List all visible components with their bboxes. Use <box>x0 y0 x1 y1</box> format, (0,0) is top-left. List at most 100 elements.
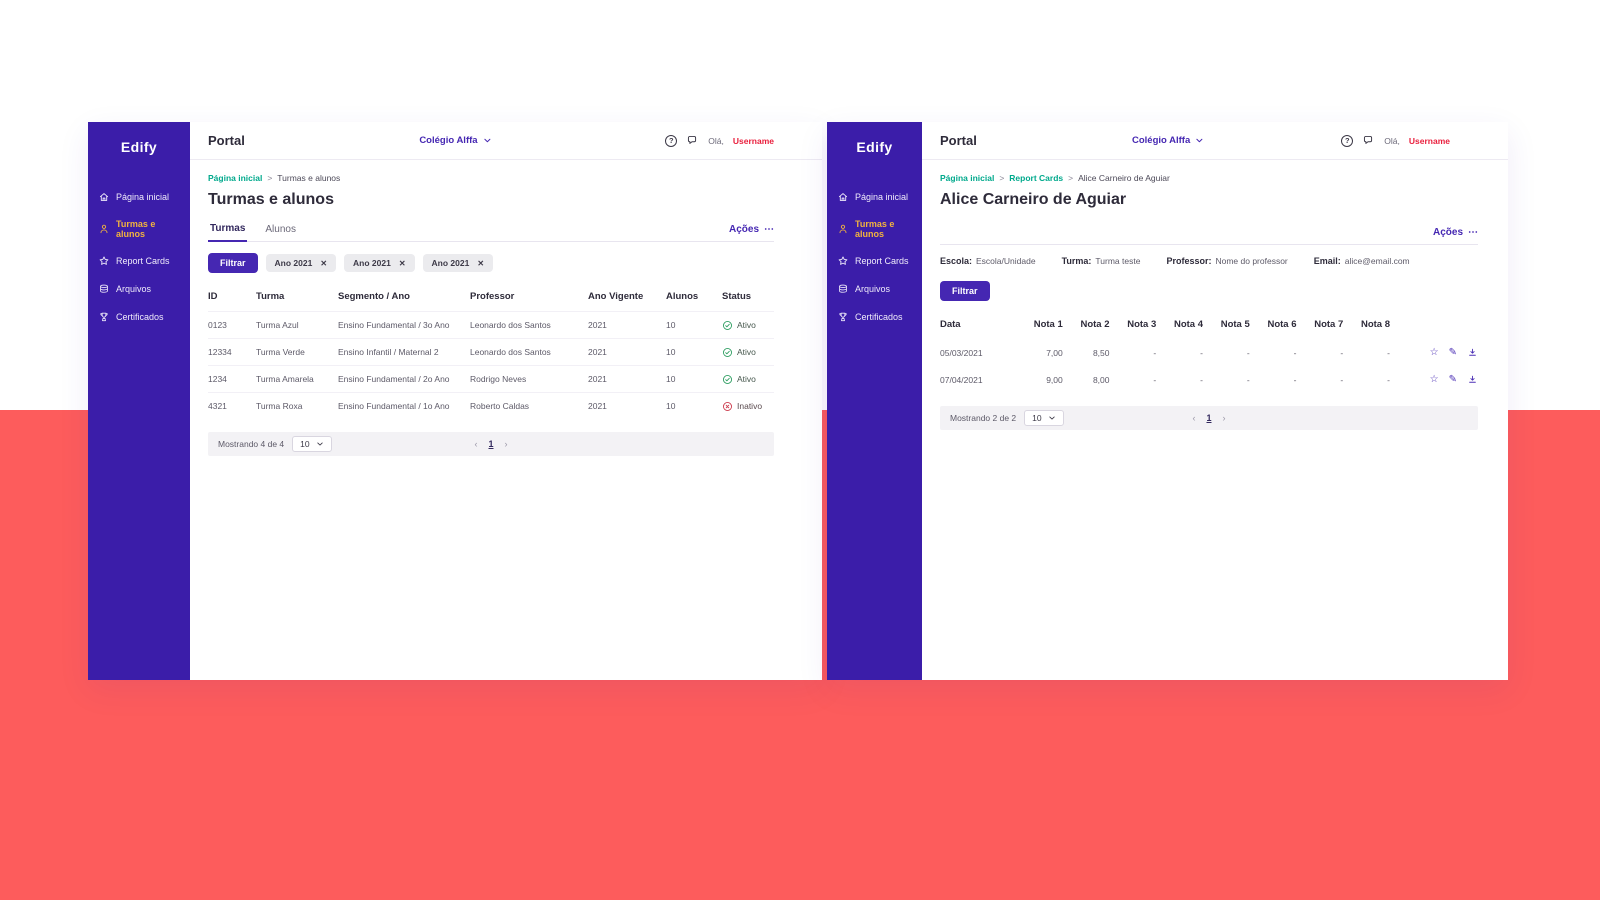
cell-nota: - <box>1340 347 1344 358</box>
col-professor: Professor <box>470 291 515 302</box>
filter-chip[interactable]: Ano 2021 ✕ <box>344 254 415 272</box>
school-selector[interactable]: Colégio Alffa <box>419 135 491 146</box>
status-label: Ativo <box>737 320 756 330</box>
chevron-down-icon <box>1048 414 1056 422</box>
col-segmento: Segmento / Ano <box>338 291 410 302</box>
cell-professor: Leonardo dos Santos <box>470 347 551 357</box>
school-selector[interactable]: Colégio Alffa <box>1132 135 1204 146</box>
download-icon[interactable] <box>1467 374 1478 385</box>
check-circle-icon <box>722 347 733 358</box>
next-page-arrow[interactable]: › <box>504 439 508 449</box>
sidebar-item-report-cards[interactable]: Report Cards <box>827 247 922 275</box>
prev-page-arrow[interactable]: ‹ <box>474 439 478 449</box>
status-label: Ativo <box>737 347 756 357</box>
page-size-select[interactable]: 10 <box>1024 410 1064 426</box>
sidebar-item-label: Turmas e alunos <box>116 219 156 239</box>
close-icon[interactable]: ✕ <box>320 258 328 268</box>
table-row[interactable]: 0123 Turma Azul Ensino Fundamental / 3o … <box>208 311 774 338</box>
table-row[interactable]: 1234 Turma Amarela Ensino Fundamental / … <box>208 365 774 392</box>
username-link[interactable]: Username <box>732 135 774 146</box>
sidebar-item-report-cards[interactable]: Report Cards <box>88 247 190 275</box>
edify-logo: Edify <box>120 139 158 155</box>
chat-icon[interactable] <box>1362 134 1375 147</box>
greeting-text: Olá, <box>708 135 724 146</box>
breadcrumb: Página inicial > Turmas e alunos <box>208 173 774 183</box>
username-link[interactable]: Username <box>1408 135 1450 146</box>
cell-id: 12334 <box>208 347 232 357</box>
status-badge: Inativo <box>722 401 774 412</box>
sidebar-item-pagina-inicial[interactable]: Página inicial <box>88 183 190 211</box>
breadcrumb-pagina-inicial[interactable]: Página inicial <box>208 173 263 183</box>
info-escola: Escola: Escola/Unidade <box>940 256 1036 266</box>
edify-logo: Edify <box>856 139 893 155</box>
sidebar-item-arquivos[interactable]: Arquivos <box>827 275 922 303</box>
next-page-arrow[interactable]: › <box>1222 413 1226 423</box>
table-row[interactable]: 05/03/2021 7,00 8,50 - - - - - - ☆ ✎ <box>940 339 1478 366</box>
pagination-bar: Mostrando 4 de 4 10 ‹ 1 › <box>208 432 774 456</box>
favorite-star-icon[interactable]: ☆ <box>1429 373 1439 385</box>
sidebar-item-pagina-inicial[interactable]: Página inicial <box>827 183 922 211</box>
cell-nota: 8,50 <box>1092 347 1110 358</box>
cell-turma: Turma Azul <box>256 320 299 330</box>
acoes-menu[interactable]: Ações ⋯ <box>1433 227 1478 244</box>
breadcrumb-report-cards[interactable]: Report Cards <box>1009 173 1064 183</box>
info-value: Turma teste <box>1095 256 1141 266</box>
cell-id: 1234 <box>208 374 227 384</box>
close-icon[interactable]: ✕ <box>398 258 406 268</box>
edit-pencil-icon[interactable]: ✎ <box>1448 373 1457 385</box>
cell-alunos: 10 <box>666 347 676 357</box>
table-row[interactable]: 12334 Turma Verde Ensino Infantil / Mate… <box>208 338 774 365</box>
tab-turmas[interactable]: Turmas <box>208 223 248 242</box>
x-circle-icon <box>722 401 733 412</box>
status-label: Inativo <box>737 401 763 411</box>
cell-segmento: Ensino Fundamental / 1o Ano <box>338 401 450 411</box>
acoes-label: Ações <box>728 224 759 235</box>
sidebar-item-label: Turmas e alunos <box>855 219 895 239</box>
pagination-bar: Mostrando 2 de 2 10 ‹ 1 › <box>940 406 1478 430</box>
breadcrumb-separator: > <box>1068 173 1074 183</box>
chevron-down-icon <box>1195 136 1204 145</box>
page-title: Turmas e alunos <box>208 191 334 208</box>
page-number[interactable]: 1 <box>488 439 494 449</box>
page-size-select[interactable]: 10 <box>292 436 332 452</box>
favorite-star-icon[interactable]: ☆ <box>1429 346 1439 358</box>
table-row[interactable]: 07/04/2021 9,00 8,00 - - - - - - ☆ ✎ <box>940 366 1478 393</box>
filter-chip[interactable]: Ano 2021 ✕ <box>422 254 494 272</box>
tab-alunos[interactable]: Alunos <box>265 224 296 235</box>
breadcrumb-current: Alice Carneiro de Aguiar <box>1078 173 1170 183</box>
chat-icon[interactable] <box>686 134 699 147</box>
cell-nota: - <box>1246 374 1250 385</box>
cell-ano: 2021 <box>588 374 607 384</box>
edit-pencil-icon[interactable]: ✎ <box>1448 346 1457 358</box>
page-number[interactable]: 1 <box>1206 413 1212 423</box>
table-row[interactable]: 4321 Turma Roxa Ensino Fundamental / 1o … <box>208 392 774 419</box>
col-data: Data <box>940 319 961 330</box>
filtrar-button[interactable]: Filtrar <box>208 253 258 273</box>
help-icon[interactable]: ? <box>665 134 678 147</box>
prev-page-arrow[interactable]: ‹ <box>1192 413 1196 423</box>
help-icon[interactable]: ? <box>1341 134 1354 147</box>
chevron-down-icon <box>316 440 324 448</box>
acoes-menu[interactable]: Ações ⋯ <box>729 224 774 241</box>
col-nota-2: Nota 2 <box>1080 319 1110 330</box>
sidebar-item-turmas-e-alunos[interactable]: Turmas e alunos <box>827 211 922 247</box>
filtrar-button[interactable]: Filtrar <box>940 281 990 301</box>
cell-segmento: Ensino Infantil / Maternal 2 <box>338 347 439 357</box>
cell-nota: - <box>1153 347 1157 358</box>
sidebar-item-certificados[interactable]: Certificados <box>827 303 922 331</box>
cell-professor: Rodrigo Neves <box>470 374 527 384</box>
row-actions: ☆ ✎ <box>1390 374 1478 385</box>
breadcrumb-pagina-inicial[interactable]: Página inicial <box>940 173 995 183</box>
greeting-text: Olá, <box>1384 135 1400 146</box>
cell-ano: 2021 <box>588 401 607 411</box>
sidebar-item-arquivos[interactable]: Arquivos <box>88 275 190 303</box>
filter-row: Filtrar Ano 2021 ✕ Ano 2021 ✕ Ano 2021 ✕ <box>208 253 774 273</box>
sidebar-item-certificados[interactable]: Certificados <box>88 303 190 331</box>
breadcrumb-current: Turmas e alunos <box>277 173 341 183</box>
more-options-icon: ⋯ <box>1468 227 1478 238</box>
sidebar-item-turmas-e-alunos[interactable]: Turmas e alunos <box>88 211 190 247</box>
page-title: Alice Carneiro de Aguiar <box>940 191 1127 208</box>
filter-chip[interactable]: Ano 2021 ✕ <box>265 254 337 272</box>
close-icon[interactable]: ✕ <box>477 258 485 268</box>
download-icon[interactable] <box>1467 347 1478 358</box>
